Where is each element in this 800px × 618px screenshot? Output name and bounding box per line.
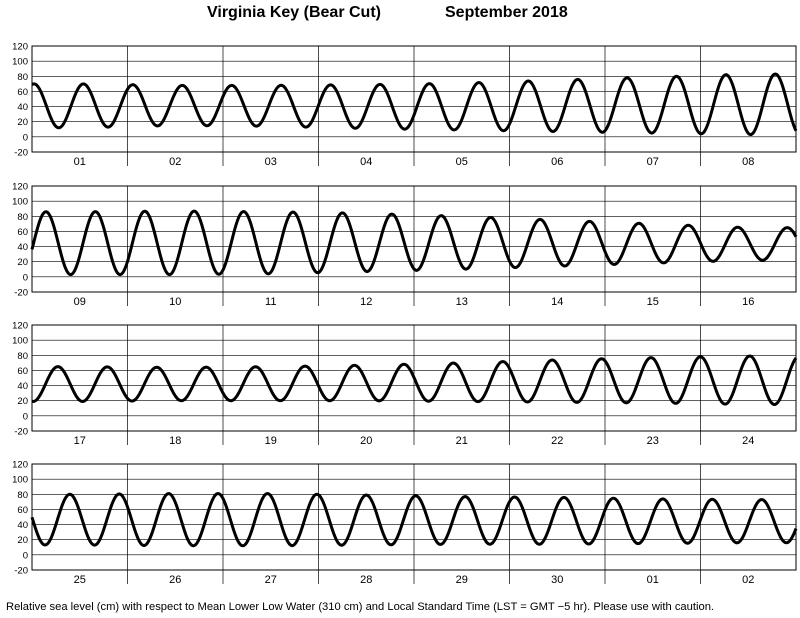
day-label: 25 [74,574,86,586]
day-label: 29 [456,574,468,586]
day-label: 22 [551,435,563,447]
tide-series-line [31,354,798,407]
day-label: 01 [74,156,86,168]
y-tick-label: 20 [17,535,28,546]
chart-title-bar: Virginia Key (Bear Cut) September 2018 [0,4,800,28]
y-tick-label: 120 [12,182,28,193]
y-tick-label: 60 [17,227,28,238]
day-label: 15 [647,296,659,308]
y-tick-label: 100 [12,475,28,486]
chart-title: Virginia Key (Bear Cut) [207,4,381,21]
y-tick-label: 120 [12,460,28,471]
day-label: 10 [169,296,181,308]
y-tick-label: 0 [23,272,28,283]
day-label: 16 [742,296,754,308]
y-tick-label: 60 [17,505,28,516]
y-tick-label: 60 [17,87,28,98]
day-label: 12 [360,296,372,308]
day-label: 04 [360,156,372,168]
y-tick-label: 0 [23,411,28,422]
day-label: 24 [742,435,754,447]
tide-series-line [31,72,798,137]
day-label: 07 [647,156,659,168]
day-label: 30 [551,574,563,586]
day-label: 17 [74,435,86,447]
day-label: 02 [169,156,181,168]
y-tick-label: 40 [17,242,28,253]
day-label: 14 [551,296,563,308]
tide-series-line [30,492,798,548]
y-tick-label: -20 [14,148,28,159]
y-tick-label: 40 [17,520,28,531]
panel-frame [31,463,797,571]
day-label: 26 [169,574,181,586]
tide-series-line [30,209,798,277]
y-tick-label: -20 [14,566,28,577]
y-tick-label: 60 [17,366,28,377]
day-label: 27 [265,574,277,586]
y-tick-label: 100 [12,197,28,208]
y-tick-label: 0 [23,550,28,561]
panel-frame [31,324,797,432]
panel-frame [31,45,797,153]
day-label: 06 [551,156,563,168]
footer-note: Relative sea level (cm) with respect to … [6,601,715,613]
y-tick-label: 100 [12,57,28,68]
y-tick-label: 80 [17,351,28,362]
day-label: 05 [456,156,468,168]
y-tick-label: 40 [17,381,28,392]
day-label: 13 [456,296,468,308]
y-tick-label: 80 [17,212,28,223]
day-label: 01 [647,574,659,586]
y-tick-label: 40 [17,102,28,113]
y-tick-label: 20 [17,396,28,407]
day-label: 11 [265,296,276,308]
y-tick-label: 120 [12,321,28,332]
day-label: 02 [742,574,754,586]
y-tick-label: 0 [23,132,28,143]
y-tick-label: 120 [12,42,28,53]
y-tick-label: -20 [14,427,28,438]
day-label: 19 [265,435,277,447]
day-label: 21 [456,435,468,447]
day-label: 09 [74,296,86,308]
day-label: 28 [360,574,372,586]
y-tick-label: 80 [17,72,28,83]
y-tick-label: 100 [12,336,28,347]
day-label: 20 [360,435,372,447]
y-tick-label: 20 [17,257,28,268]
day-label: 03 [265,156,277,168]
y-tick-label: 80 [17,490,28,501]
panel-frame [31,185,797,293]
chart-subtitle: September 2018 [445,4,568,21]
day-label: 23 [647,435,659,447]
y-tick-label: -20 [14,288,28,299]
day-label: 08 [742,156,754,168]
day-label: 18 [169,435,181,447]
y-tick-label: 20 [17,117,28,128]
